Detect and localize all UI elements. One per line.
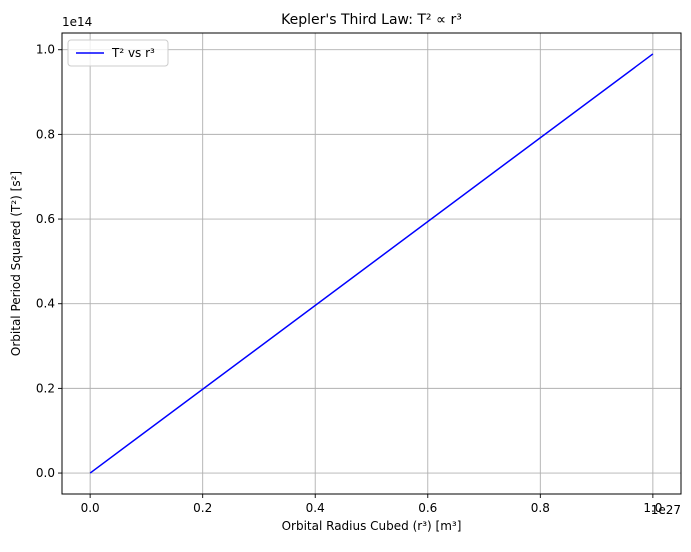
- x-tick-label: 0.2: [193, 501, 212, 515]
- y-tick-label: 0.0: [36, 466, 55, 480]
- y-tick-label: 1.0: [36, 43, 55, 57]
- series-layer: [89, 53, 654, 474]
- x-tick-label: 0.6: [418, 501, 437, 515]
- y-tick-label: 0.6: [36, 212, 55, 226]
- x-tick-label: 0.4: [306, 501, 325, 515]
- ticks: 0.0 0.2 0.4 0.6 0.8 1.0 0.0 0.2 0.4 0.6 0.8 1.0: [36, 43, 663, 515]
- y-axis-label: Orbital Period Squared (T²) [s²]: [9, 171, 23, 356]
- y-tick-label: 0.2: [36, 381, 55, 395]
- x-axis-offset-label: 1e27: [651, 503, 681, 517]
- x-tick-label: 0.0: [81, 501, 100, 515]
- y-tick-label: 0.8: [36, 127, 55, 141]
- legend: T² vs r³: [67, 39, 169, 67]
- series-line: [89, 53, 654, 474]
- y-axis-offset-label: 1e14: [62, 15, 92, 29]
- x-tick-label: 1.0: [643, 501, 662, 515]
- grid-lines: [62, 33, 681, 494]
- chart-title: Kepler's Third Law: T² ∝ r³: [281, 12, 462, 28]
- x-axis-label: Orbital Radius Cubed (r³) [m³]: [282, 519, 462, 533]
- legend-box: [67, 39, 169, 67]
- y-tick-label: 0.4: [36, 297, 55, 311]
- legend-entry-label: T² vs r³: [111, 46, 155, 60]
- plot-frame: [61, 32, 682, 495]
- x-tick-label: 0.8: [531, 501, 550, 515]
